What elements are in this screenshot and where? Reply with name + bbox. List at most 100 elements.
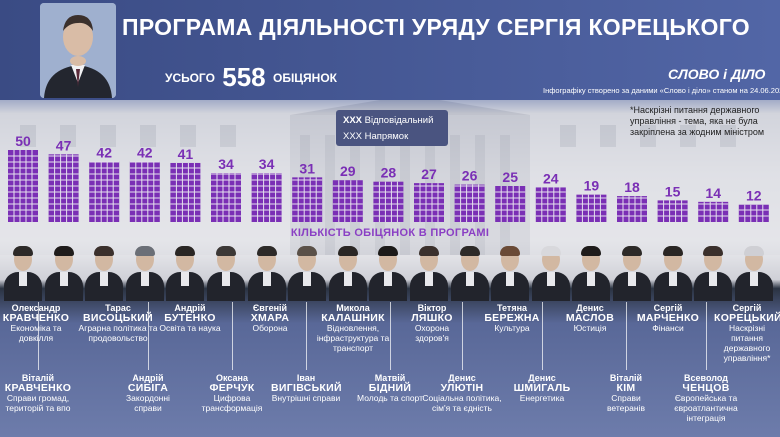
minister-last-name: БЕРЕЖНА bbox=[484, 312, 540, 324]
bar-value-label: 42 bbox=[96, 145, 112, 161]
hair bbox=[216, 246, 236, 256]
bar-4 bbox=[129, 161, 160, 222]
bar-value-label: 26 bbox=[462, 168, 478, 184]
minister-first-name: Андрій bbox=[174, 303, 206, 313]
connector-line bbox=[462, 302, 463, 370]
minister-first-name: Денис bbox=[576, 303, 604, 313]
minister-portfolio: Закордонні справи bbox=[126, 393, 170, 413]
bar-value-label: 15 bbox=[665, 183, 681, 199]
top-minister-4: Євгеній ХМАРА Оборона bbox=[239, 303, 301, 333]
bar-16 bbox=[617, 196, 647, 222]
minister-first-name: Віталій bbox=[21, 373, 55, 383]
minister-photo bbox=[3, 243, 43, 301]
shirt bbox=[628, 272, 636, 286]
top-minister-2: Тарас ВИСОЦЬКИЙ Аграрна політика та продов… bbox=[75, 303, 161, 343]
top-minister-9: Сергій МАРЧЕНКО Фінанси bbox=[632, 303, 704, 333]
legend-direction: ХХХ Напрямок bbox=[343, 131, 409, 142]
hair bbox=[175, 246, 196, 256]
minister-first-name: Микола bbox=[336, 303, 370, 313]
minister-photo bbox=[165, 243, 205, 301]
bar-value-label: 41 bbox=[178, 146, 194, 162]
bar-10 bbox=[373, 181, 404, 222]
bar-2 bbox=[48, 154, 79, 222]
bar-9 bbox=[332, 180, 363, 222]
bar-value-label: 50 bbox=[15, 133, 31, 149]
bar-value-label: 12 bbox=[746, 188, 762, 204]
bar-value-label: 14 bbox=[705, 185, 721, 201]
bottom-minister-3: Оксана ФЕРЧУК Цифрова трансформація bbox=[188, 373, 276, 413]
minister-first-name: Всеволод bbox=[684, 373, 728, 383]
bar-value-label: 24 bbox=[543, 170, 559, 186]
minister-portfolio: Юстиція bbox=[573, 323, 607, 333]
total-promises: УСЬОГО 558 ОБІЦЯНОК bbox=[165, 62, 337, 93]
bar-rect bbox=[698, 201, 729, 222]
minister-portfolio: Соціальна політика, сім'я та єдність bbox=[422, 393, 502, 413]
connector-line bbox=[148, 302, 149, 370]
bar-value-label: 28 bbox=[381, 165, 397, 181]
minister-last-name: БІДНИЙ bbox=[368, 382, 412, 394]
minister-photo bbox=[490, 243, 530, 301]
shirt bbox=[506, 272, 515, 286]
minister-first-name: Сергій bbox=[653, 303, 683, 313]
minister-portfolio: Цифрова трансформація bbox=[201, 393, 263, 413]
minister-last-name: ШМИГАЛЬ bbox=[513, 382, 571, 394]
minister-photo bbox=[571, 243, 611, 301]
minister-portfolio: Оборона bbox=[252, 323, 288, 333]
footnote: *Наскрізні питання державного управління… bbox=[630, 105, 765, 137]
minister-portfolio: Фінанси bbox=[652, 323, 684, 333]
minister-portfolio: Справи громад, територій та впо bbox=[5, 393, 71, 413]
shirt bbox=[343, 272, 352, 286]
bottom-minister-7: Денис ШМИГАЛЬ Енергетика bbox=[509, 373, 575, 403]
bar-value-label: 29 bbox=[340, 163, 356, 179]
bar-rect bbox=[738, 204, 769, 222]
connector-line bbox=[706, 302, 707, 370]
slovo-i-dilo-logo: СЛОВО і ДІЛО bbox=[668, 66, 766, 82]
minister-photo bbox=[409, 243, 449, 301]
bar-19 bbox=[738, 204, 769, 222]
minister-last-name: ЛЯШКО bbox=[411, 312, 453, 324]
minister-portfolio: Відновлення, інфраструктура та транспорт bbox=[316, 323, 390, 353]
connector-line bbox=[542, 302, 543, 370]
top-minister-10: Сергій КОРЕЦЬКИЙ Наскрізні питання державн… bbox=[714, 303, 780, 363]
ministers-photo-strip bbox=[0, 243, 780, 301]
connector-line bbox=[38, 302, 39, 370]
header-band bbox=[0, 0, 780, 100]
bar-8 bbox=[292, 177, 323, 222]
minister-last-name: КОРЕЦЬКИЙ bbox=[714, 312, 780, 324]
minister-last-name: БУТЕНКО bbox=[164, 312, 216, 324]
top-minister-5: Микола КАЛАШНИК Відновлення, інфраструктур… bbox=[308, 303, 398, 353]
minister-portfolio: Аграрна політика та продовольство bbox=[78, 323, 158, 343]
bar-rect bbox=[48, 154, 79, 222]
shirt bbox=[262, 272, 271, 286]
promises-bar-chart: 50 47 42 42 41 34 34 31 29 28 27 26 25 24 19 18 15 14 12 bbox=[8, 133, 769, 222]
hair bbox=[581, 246, 602, 256]
bottom-minister-2: Андрій СИБІГА Закордонні справи bbox=[113, 373, 183, 413]
minister-portfolio: Культура bbox=[494, 323, 530, 333]
bar-value-label: 27 bbox=[421, 166, 437, 182]
bar-value-label: 34 bbox=[259, 156, 275, 172]
top-minister-3: Андрій БУТЕНКО Освіта та наука bbox=[157, 303, 223, 333]
minister-portfolio: Молодь та спорт bbox=[357, 393, 423, 403]
minister-first-name: Андрій bbox=[132, 373, 164, 383]
source-note: Інфографіку створено за даними «Слово і … bbox=[543, 86, 780, 95]
total-value: 558 bbox=[222, 62, 266, 92]
bar-value-label: 31 bbox=[299, 160, 315, 176]
x-axis-label: КІЛЬКІСТЬ ОБІЦЯНОК В ПРОГРАМІ bbox=[290, 227, 490, 239]
shirt bbox=[587, 272, 596, 286]
minister-portfolio: Охорона здоров'я bbox=[414, 323, 450, 343]
hair bbox=[256, 246, 277, 256]
hair bbox=[743, 246, 764, 256]
hair bbox=[378, 246, 399, 256]
hair bbox=[662, 246, 683, 256]
shirt bbox=[749, 272, 758, 286]
shirt bbox=[19, 272, 27, 286]
minister-photo bbox=[531, 243, 571, 301]
minister-first-name: Олександр bbox=[11, 303, 61, 313]
bar-7 bbox=[251, 173, 282, 222]
minister-photo bbox=[328, 243, 368, 301]
bar-15 bbox=[576, 194, 607, 222]
minister-last-name: КРАВЧЕНКО bbox=[2, 312, 70, 324]
bar-1 bbox=[8, 150, 38, 222]
minister-last-name: МАСЛОВ bbox=[565, 312, 615, 324]
bottom-minister-9: Всеволод ЧЕНЦОВ Європейська та євроатланти… bbox=[656, 373, 756, 423]
